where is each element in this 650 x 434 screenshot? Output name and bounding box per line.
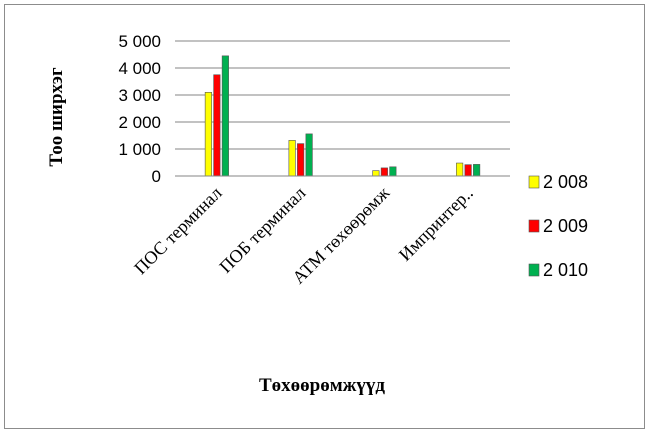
bar [221,55,229,177]
bar [288,140,296,177]
bar [297,143,305,177]
chart-frame: 0 1 000 2 000 3 000 4 000 5 000 ПОС терминал П… [4,4,645,429]
y-tick-label: 5 000 [118,32,161,51]
bar [389,166,397,177]
y-tick-label: 0 [152,167,161,186]
bar [473,164,481,177]
gridlines [175,40,510,150]
x-category-label: ПОС терминал [130,183,226,279]
bar [464,164,472,177]
y-tick-label: 4 000 [118,59,161,78]
legend-swatch [528,175,540,189]
bar-chart: 0 1 000 2 000 3 000 4 000 5 000 ПОС терминалП… [46,32,588,396]
bar [204,92,212,177]
x-category-label: ПОБ терминал [215,183,309,277]
y-tick-label: 3 000 [118,86,161,105]
y-axis-title: Тоо ширхэг [46,67,67,167]
bars [204,55,481,177]
x-category-label: Импринтер.. [395,183,477,265]
legend-label: 2 008 [543,172,588,192]
bar [372,170,380,177]
legend: 2 008 2 009 2 010 [528,172,588,280]
bar [456,162,464,177]
legend-swatch [528,219,540,233]
legend-label: 2 010 [543,260,588,280]
x-axis-title: Төхөөрөмжүүд [259,375,385,396]
y-tick-labels: 0 1 000 2 000 3 000 4 000 5 000 [118,32,161,186]
bar [305,133,313,177]
bar [213,74,221,177]
y-tick-label: 1 000 [118,140,161,159]
bar [380,167,388,177]
legend-swatch [528,263,540,277]
y-tick-label: 2 000 [118,113,161,132]
legend-label: 2 009 [543,216,588,236]
